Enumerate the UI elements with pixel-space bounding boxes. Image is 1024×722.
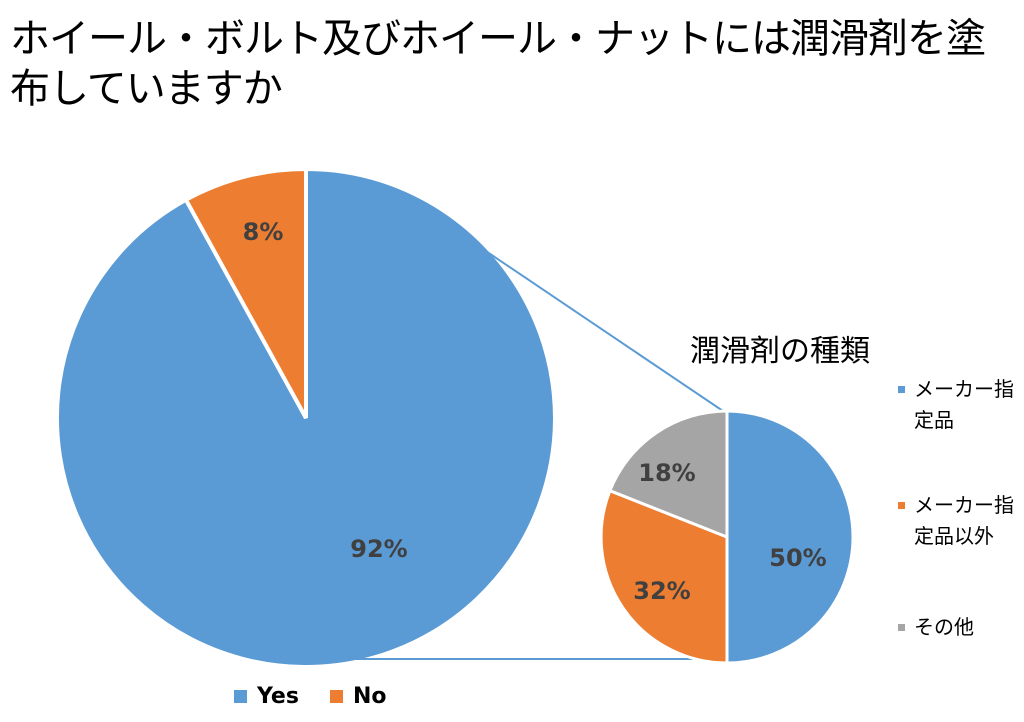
sub-chart-title: 潤滑剤の種類 (690, 334, 870, 369)
slice-no (183, 166, 308, 419)
legend-label-maker: メーカー指定品 (914, 377, 1014, 432)
legend-swatch-no (330, 690, 343, 703)
label-non-maker: 32% (633, 577, 690, 605)
legend-swatch-yes (234, 690, 247, 703)
legend-swatch-blue (898, 386, 905, 393)
legend-item-other: その他 (898, 612, 1024, 643)
sub-pie: 18% 32% 50% (599, 409, 855, 665)
slice-other (607, 409, 729, 540)
legend-swatch-gray (898, 624, 905, 631)
label-yes: 92% (350, 535, 407, 563)
legend-item-yes: Yes (234, 684, 299, 709)
legend-label-yes: Yes (257, 684, 299, 709)
chart-title: ホイール・ボルト及びホイール・ナットには潤滑剤を塗布していますか (10, 16, 986, 112)
connector-top (467, 238, 724, 412)
label-no: 8% (243, 218, 284, 246)
slice-non-maker (599, 488, 729, 665)
legend-label-non-maker: メーカー指定品以外 (914, 493, 1014, 548)
label-other: 18% (638, 459, 695, 487)
slice-maker (725, 409, 855, 665)
legend-item-maker: メーカー指定品 (898, 374, 1024, 436)
legend-swatch-orange (898, 502, 905, 509)
legend-item-no: No (330, 684, 387, 709)
legend-label-other: その他 (914, 615, 974, 639)
legend-label-no: No (353, 684, 387, 709)
main-pie: 8% 92% (54, 166, 557, 669)
label-maker: 50% (769, 544, 826, 572)
legend-item-non-maker: メーカー指定品以外 (898, 490, 1024, 552)
